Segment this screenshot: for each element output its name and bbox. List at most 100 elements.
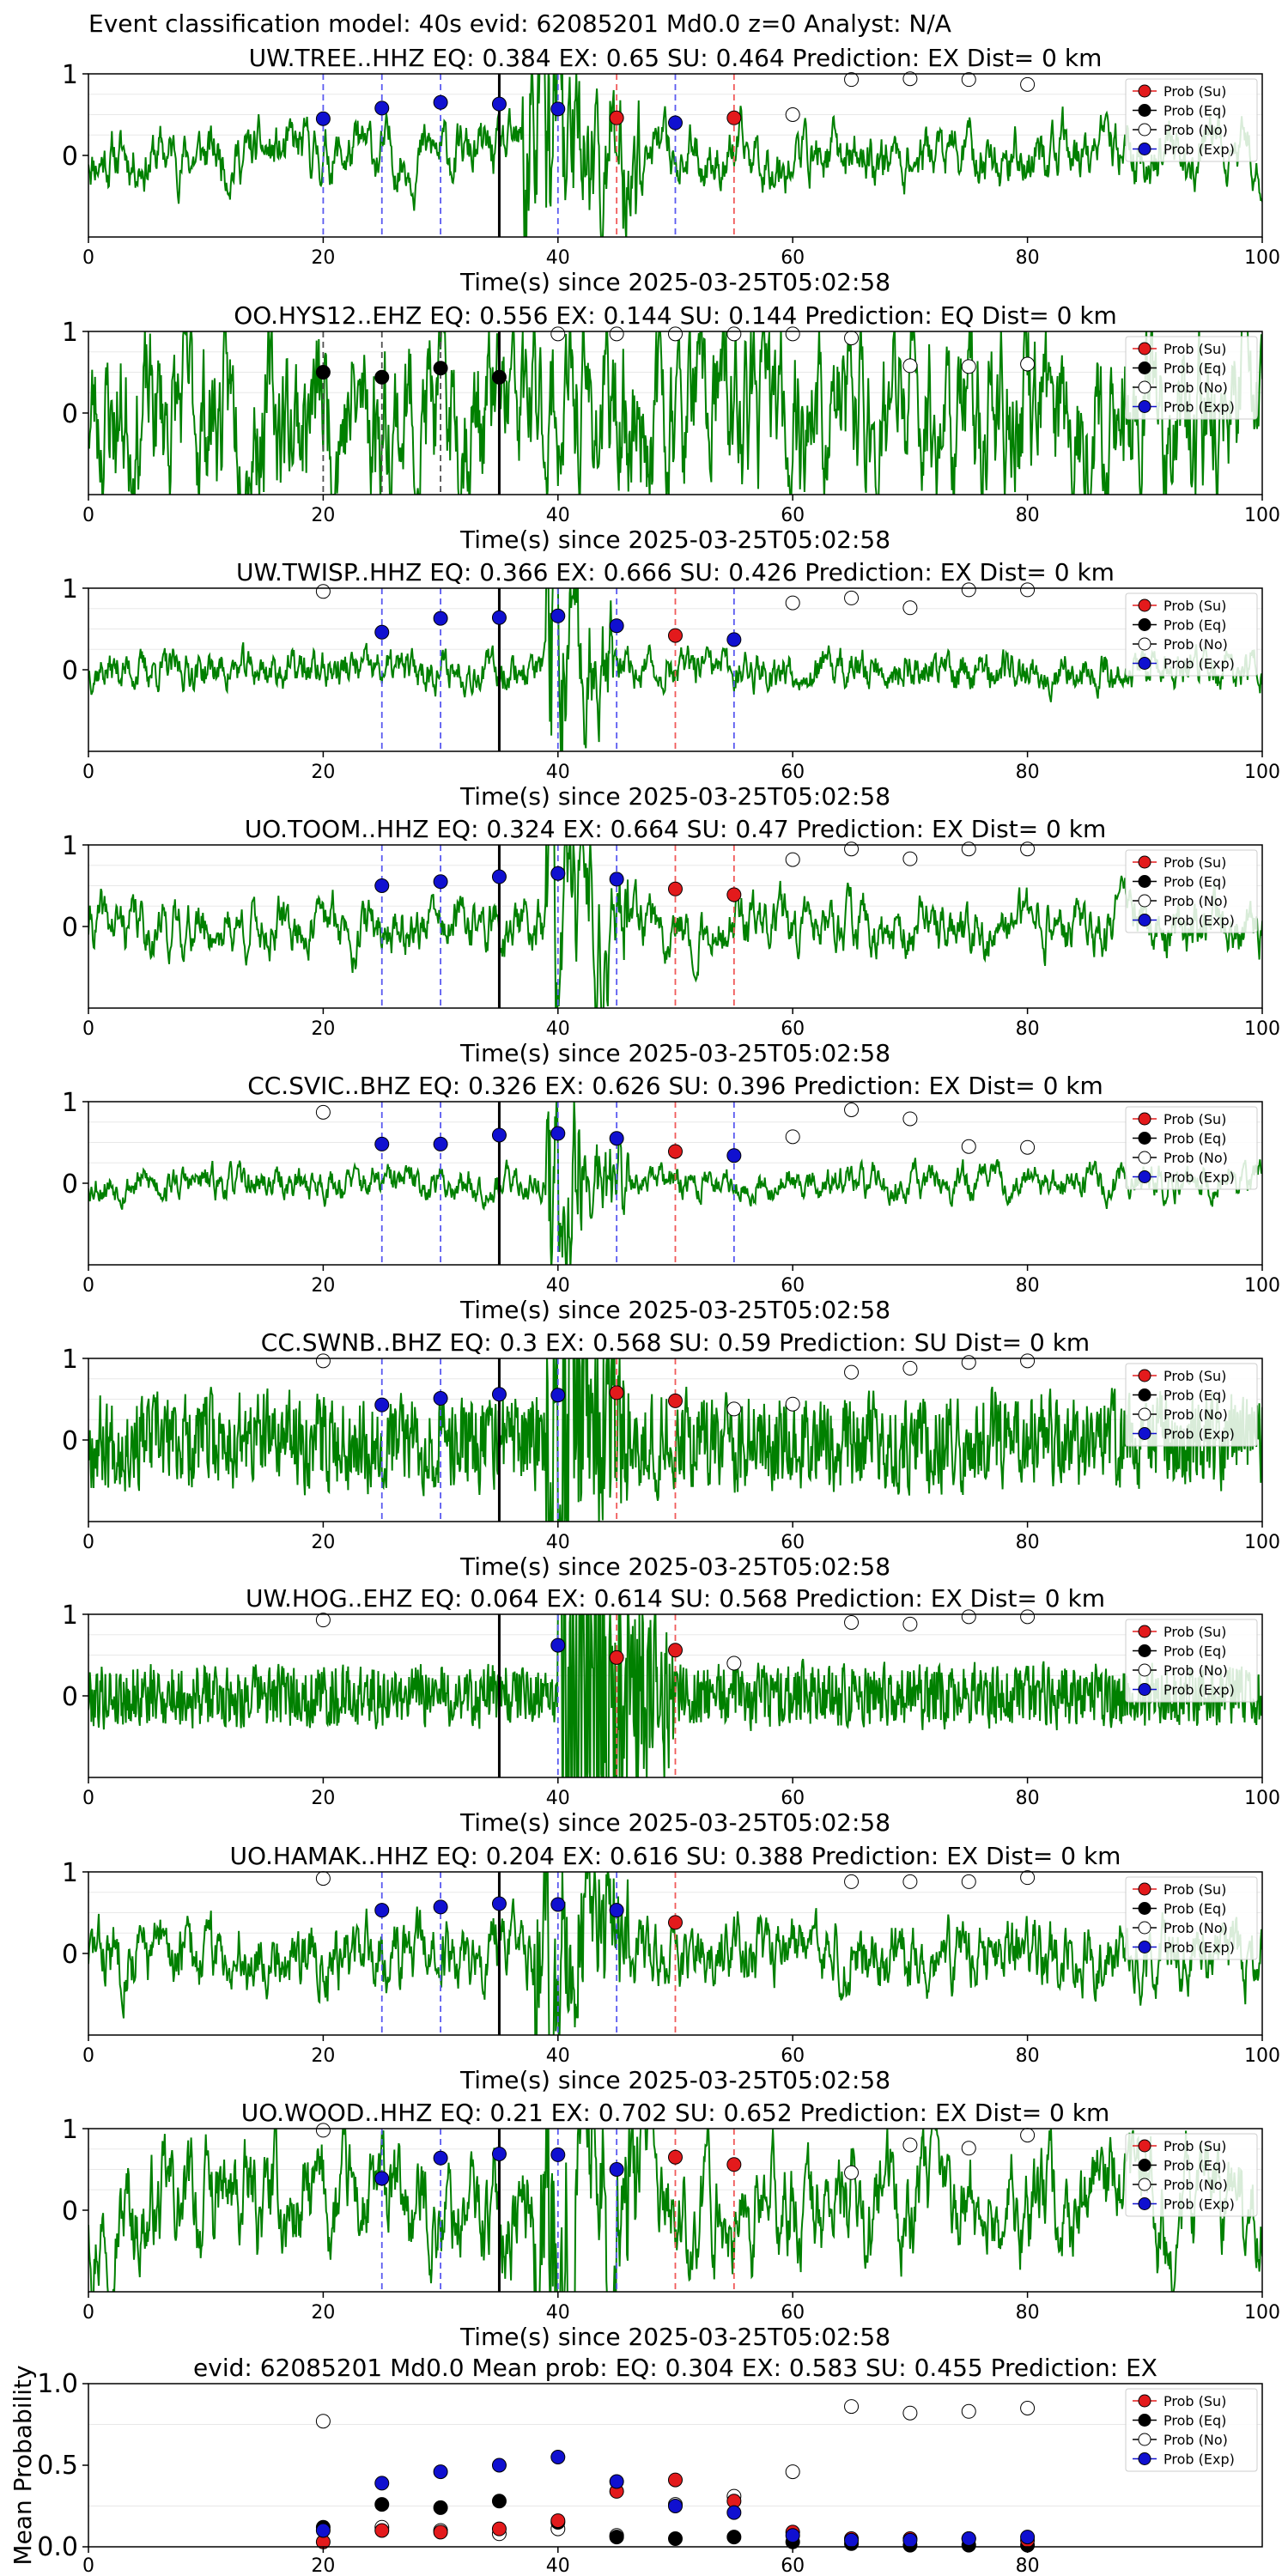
panel-7-xtick-label-2: 40 <box>546 2045 570 2067</box>
panel-9-xtick-label-3: 60 <box>781 2555 805 2576</box>
panel-7-ytick-label-1: 1 <box>62 1858 78 1888</box>
panel-9-marker-no-11 <box>961 2403 976 2419</box>
panel-3-title: UO.TOOM..HHZ EQ: 0.324 EX: 0.664 SU: 0.4… <box>245 815 1107 843</box>
panel-7: UO.HAMAK..HHZ EQ: 0.204 EX: 0.616 SU: 0.… <box>62 1842 1280 2094</box>
panel-3-ytick-label-1: 1 <box>62 831 78 861</box>
panel-8-xtick-label-1: 20 <box>311 2302 335 2324</box>
panel-5-marker-no-0 <box>315 1353 331 1369</box>
panel-6-xtick-label-0: 0 <box>82 1788 94 1809</box>
panel-7-xtick-label-5: 100 <box>1244 2045 1280 2067</box>
panel-7-xtick-label-0: 0 <box>82 2045 94 2067</box>
panel-2-marker-exp-5 <box>726 632 742 647</box>
panel-0-legend-box <box>1125 78 1258 162</box>
panel-6-legend-label-exp: Prob (Exp) <box>1163 1682 1235 1698</box>
panel-5-legend-marker-su <box>1138 1369 1151 1382</box>
panel-0-legend-marker-eq <box>1138 104 1151 117</box>
panel-9-marker-su-3 <box>491 2521 507 2537</box>
panel-3: UO.TOOM..HHZ EQ: 0.324 EX: 0.664 SU: 0.4… <box>62 815 1280 1067</box>
panel-2-legend-marker-eq <box>1138 618 1151 631</box>
panel-0-marker-exp-1 <box>374 100 390 116</box>
panel-3-legend-label-no: Prob (No) <box>1163 893 1228 909</box>
panel-2-marker-no-4 <box>961 582 976 598</box>
panel-6-legend-marker-no <box>1138 1663 1151 1677</box>
panel-5-marker-exp-3 <box>550 1388 566 1403</box>
panel-2-marker-exp-1 <box>433 611 448 626</box>
panel-3-marker-no-3 <box>961 841 976 857</box>
panel-6-marker-no-3 <box>902 1616 918 1631</box>
panel-9-legend-box <box>1125 2388 1258 2472</box>
panel-4-legend-label-exp: Prob (Exp) <box>1163 1170 1235 1186</box>
panel-9-marker-exp-0 <box>315 2523 331 2538</box>
panel-2-xtick-label-1: 20 <box>311 762 335 783</box>
panel-6: UW.HOG..EHZ EQ: 0.064 EX: 0.614 SU: 0.56… <box>62 1584 1280 1837</box>
panel-7-marker-no-4 <box>1020 1870 1036 1886</box>
panel-9-marker-exp-2 <box>433 2464 448 2480</box>
panel-0-marker-exp-2 <box>433 94 448 110</box>
panel-4-ytick-label-1: 1 <box>62 1088 78 1118</box>
panel-0-marker-no-1 <box>844 72 860 88</box>
figure-suptitle: Event classification model: 40s evid: 62… <box>88 9 951 38</box>
panel-3-legend-marker-exp <box>1138 914 1151 927</box>
panel-6-marker-no-0 <box>315 1613 331 1628</box>
panel-7-legend-label-su: Prob (Su) <box>1163 1881 1226 1898</box>
panel-6-marker-no-5 <box>1020 1609 1036 1625</box>
panel-5-marker-no-6 <box>1020 1353 1036 1369</box>
panel-1-xtick-label-4: 80 <box>1016 505 1040 526</box>
panel-9-xtick-label-1: 20 <box>311 2555 335 2576</box>
panel-0-legend-label-eq: Prob (Eq) <box>1163 103 1226 119</box>
panel-6-ytick-label-0: 0 <box>62 1682 78 1712</box>
panel-5-legend-marker-exp <box>1138 1427 1151 1440</box>
panel-5-marker-no-2 <box>785 1396 800 1412</box>
panel-5: CC.SWNB..BHZ EQ: 0.3 EX: 0.568 SU: 0.59 … <box>62 1328 1280 1581</box>
panel-4-title: CC.SVIC..BHZ EQ: 0.326 EX: 0.626 SU: 0.3… <box>247 1072 1103 1100</box>
panel-9-marker-eq-2 <box>433 2500 448 2515</box>
panel-5-marker-exp-0 <box>374 1397 390 1413</box>
panel-0-xtick-label-3: 60 <box>781 247 805 269</box>
panel-2-waveform <box>88 588 1262 751</box>
panel-2: UW.TWISP..HHZ EQ: 0.366 EX: 0.666 SU: 0.… <box>62 558 1280 811</box>
panel-7-marker-exp-1 <box>433 1899 448 1915</box>
panel-8-legend-marker-eq <box>1138 2159 1151 2172</box>
panel-9-marker-su-6 <box>668 2472 683 2488</box>
panel-0-legend-label-su: Prob (Su) <box>1163 83 1226 100</box>
panel-2-marker-no-1 <box>785 595 800 611</box>
panel-7-legend-label-exp: Prob (Exp) <box>1163 1940 1235 1956</box>
panel-6-legend-label-eq: Prob (Eq) <box>1163 1643 1226 1660</box>
panel-4-legend-box <box>1125 1106 1258 1190</box>
panel-7-xtick-label-4: 80 <box>1016 2045 1040 2067</box>
panel-group: UW.TREE..HHZ EQ: 0.384 EX: 0.65 SU: 0.46… <box>9 44 1280 2576</box>
panel-1-marker-no-3 <box>726 326 742 342</box>
panel-4-xtick-label-5: 100 <box>1244 1275 1280 1297</box>
panel-9-marker-eq-7 <box>726 2530 742 2545</box>
panel-1-legend-label-eq: Prob (Eq) <box>1163 361 1226 377</box>
panel-8-marker-su-0 <box>668 2149 683 2165</box>
panel-2-marker-su-0 <box>668 628 683 643</box>
panel-0-ytick-label-0: 0 <box>62 142 78 172</box>
panel-4-marker-no-1 <box>785 1129 800 1145</box>
panel-5-xtick-label-4: 80 <box>1016 1532 1040 1553</box>
panel-1-marker-eq-1 <box>374 369 390 385</box>
panel-3-legend-marker-su <box>1138 855 1151 869</box>
panel-1-marker-no-7 <box>961 359 976 374</box>
panel-9-ytick-label-0: 0.0 <box>37 2532 78 2562</box>
panel-6-xtick-label-2: 40 <box>546 1788 570 1809</box>
panel-4-xlabel: Time(s) since 2025-03-25T05:02:58 <box>459 1296 890 1324</box>
panel-2-legend-marker-no <box>1138 637 1151 651</box>
panel-9-marker-exp-4 <box>550 2450 566 2464</box>
panel-9-legend-label-exp: Prob (Exp) <box>1163 2451 1235 2468</box>
panel-6-xtick-label-1: 20 <box>311 1788 335 1809</box>
panel-0-ytick-label-1: 1 <box>62 60 78 90</box>
panel-8-marker-exp-4 <box>609 2162 624 2177</box>
panel-2-legend-marker-su <box>1138 598 1151 612</box>
panel-0-xtick-label-5: 100 <box>1244 247 1280 269</box>
panel-7-marker-exp-2 <box>491 1896 507 1911</box>
panel-5-marker-exp-1 <box>433 1391 448 1406</box>
panel-0-legend-marker-su <box>1138 84 1151 98</box>
panel-7-xtick-label-1: 20 <box>311 2045 335 2067</box>
panel-3-marker-no-0 <box>785 852 800 867</box>
panel-1-waveform <box>88 331 1262 495</box>
panel-5-ytick-label-1: 1 <box>62 1345 78 1375</box>
panel-0-legend-marker-exp <box>1138 143 1151 155</box>
panel-9-marker-exp-7 <box>726 2505 742 2520</box>
panel-7-marker-exp-0 <box>374 1903 390 1918</box>
